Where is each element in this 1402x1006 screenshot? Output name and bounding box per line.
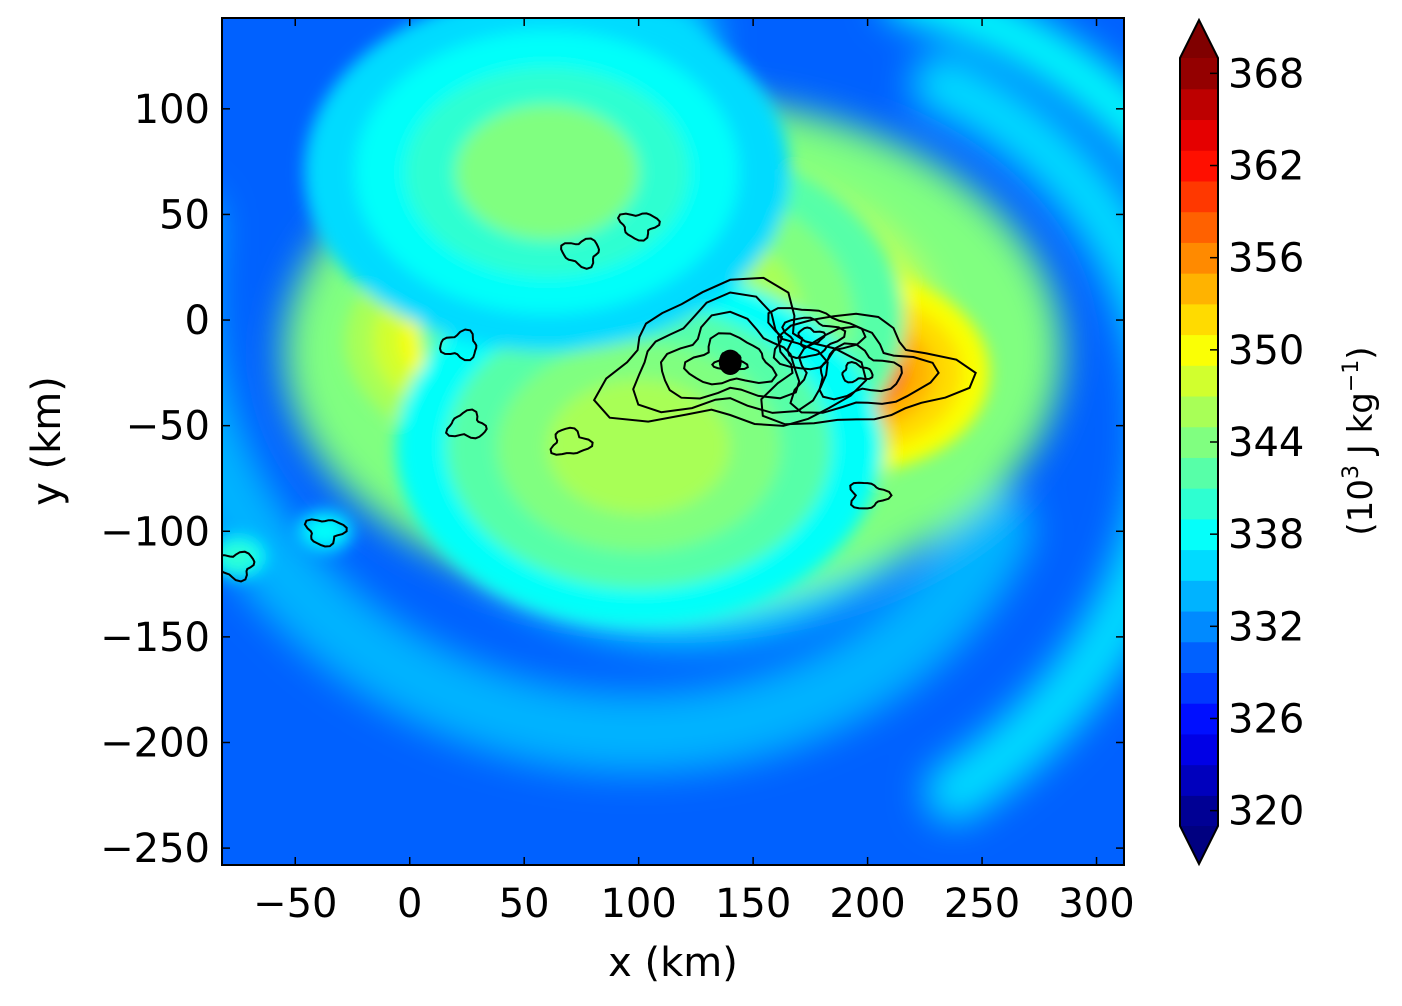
colorbar-segment	[1180, 549, 1218, 581]
colorbar-frame	[1179, 17, 1219, 867]
colorbar-segment	[1180, 764, 1218, 796]
colorbar-extend-max	[1180, 20, 1218, 58]
colorbar-segment	[1180, 119, 1218, 151]
contour-line	[616, 212, 661, 242]
spiral-band	[912, 53, 1124, 822]
colorbar-tick-label: 356	[1228, 236, 1304, 282]
contour-line	[767, 307, 867, 371]
contour-core	[718, 349, 742, 375]
contour-line	[818, 342, 903, 401]
contour-line	[797, 326, 827, 349]
plot-area: −50 0 50 100 150 200 250 300 −250 −200 −150 −100 −5…	[100, 17, 1135, 927]
contour-line	[222, 550, 256, 583]
x-tick-label: 300	[1058, 881, 1134, 927]
colorbar-segment	[1180, 273, 1218, 305]
contour-line	[659, 310, 801, 400]
colorbar-tick-label: 350	[1228, 328, 1304, 374]
contour-line	[841, 360, 874, 384]
field-blob	[455, 104, 639, 240]
x-tick-label: 0	[397, 881, 422, 927]
colorbar-tick-label: 326	[1228, 696, 1304, 742]
heatmap-field	[222, 18, 1124, 865]
colorbar-segment	[1180, 672, 1218, 704]
colorbar-segment	[1180, 211, 1218, 243]
contour-line	[444, 408, 488, 440]
y-tick-label: −50	[126, 404, 210, 450]
y-tick-label: −250	[100, 826, 210, 872]
y-tick-label: −200	[100, 720, 210, 766]
colorbar-segment	[1180, 580, 1218, 612]
y-ticks: −250 −200 −150 −100 −50 0 50 100	[100, 87, 1124, 872]
x-ticks: −50 0 50 100 150 200 250 300	[253, 18, 1135, 927]
colorbar-tick-label: 362	[1228, 144, 1304, 190]
colorbar-tick-label: 344	[1228, 420, 1304, 466]
colorbar-segment	[1180, 488, 1218, 520]
contour-line	[632, 291, 829, 414]
colorbar-label: (103 J kg−1)	[1339, 346, 1381, 535]
y-tick-label: 50	[159, 192, 210, 238]
y-tick-label: 0	[185, 298, 210, 344]
colorbar-segment	[1180, 88, 1218, 121]
x-axis-label: x (km)	[608, 940, 738, 986]
contour-line	[781, 316, 847, 360]
colorbar-tick-label: 332	[1228, 604, 1304, 650]
contour-line	[560, 237, 601, 270]
contour-line	[683, 332, 778, 386]
contour-line	[303, 518, 348, 548]
spiral-band	[895, 18, 1124, 149]
spiral-band	[222, 361, 1034, 774]
contour-line	[438, 328, 478, 362]
x-tick-label: 50	[499, 881, 550, 927]
y-tick-label: 100	[134, 87, 210, 133]
colorbar-segment	[1180, 733, 1218, 766]
plot-frame	[221, 17, 1125, 866]
x-tick-label: 100	[600, 881, 676, 927]
y-axis-label: y (km)	[24, 376, 70, 506]
x-tick-label: 250	[944, 881, 1020, 927]
x-tick-label: 150	[715, 881, 791, 927]
colorbar-tick-label: 338	[1228, 512, 1304, 558]
colorbar-tick-label: 320	[1228, 789, 1304, 835]
colorbar-segment	[1180, 365, 1218, 397]
colorbar-tick-label: 368	[1228, 51, 1304, 97]
field-blob	[222, 543, 257, 571]
contour-line	[549, 426, 594, 456]
x-tick-label: −50	[253, 881, 337, 927]
contour-line	[789, 325, 940, 414]
colorbar-segment	[1180, 303, 1218, 336]
contour-line	[849, 481, 893, 510]
colorbar-segment	[1180, 395, 1218, 428]
colorbar-segment	[1180, 457, 1218, 489]
colorbar: 320 326 332 338 344 350 356 362 368	[1179, 17, 1304, 867]
contour-lines	[222, 212, 977, 583]
contour-line	[760, 312, 977, 426]
x-tick-label: 200	[829, 881, 905, 927]
colorbar-segment	[1180, 641, 1218, 673]
colorbar-extend-min	[1180, 826, 1218, 864]
y-tick-label: −100	[100, 509, 210, 555]
colorbar-segment	[1180, 180, 1218, 213]
field-blob	[547, 379, 731, 515]
y-tick-label: −150	[100, 615, 210, 661]
